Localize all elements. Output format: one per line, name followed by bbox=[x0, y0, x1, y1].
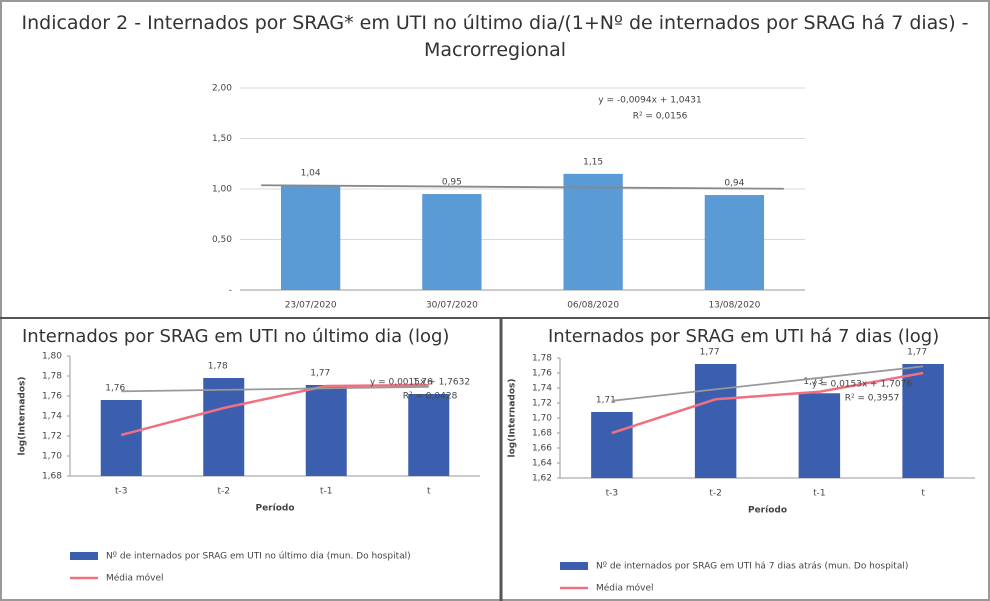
trendline bbox=[261, 184, 784, 190]
y-tick-label: 1,66 bbox=[532, 444, 552, 454]
y-tick-label: 1,68 bbox=[42, 472, 62, 482]
y-tick-label: 1,50 bbox=[212, 134, 232, 144]
legend-label: Média móvel bbox=[106, 573, 164, 584]
data-label: 1,76 bbox=[413, 378, 433, 388]
bar bbox=[902, 364, 944, 478]
bar bbox=[591, 412, 633, 478]
x-tick-label: 23/07/2020 bbox=[285, 301, 337, 311]
y-axis-label: log(Internados) bbox=[18, 376, 28, 455]
y-tick-label: 1,70 bbox=[42, 452, 62, 462]
data-label: 1,77 bbox=[700, 348, 720, 358]
bar bbox=[100, 400, 142, 476]
y-tick-label: 1,70 bbox=[532, 414, 552, 424]
y-tick-label: 1,64 bbox=[532, 459, 552, 469]
y-tick-label: 1,68 bbox=[532, 429, 552, 439]
trendline-r2: R² = 0,0428 bbox=[403, 392, 458, 402]
data-label: 1,76 bbox=[105, 384, 125, 394]
data-label: 1,77 bbox=[907, 348, 927, 358]
moving-average-line bbox=[611, 371, 924, 435]
y-tick-label: 2,00 bbox=[212, 84, 232, 94]
y-tick-label: 1,74 bbox=[532, 384, 552, 394]
trendline-equation: y = -0,0094x + 1,0431 bbox=[598, 96, 701, 106]
y-tick-label: - bbox=[229, 286, 232, 296]
data-label: 1,73 bbox=[803, 377, 823, 387]
legend-label: Média móvel bbox=[596, 583, 654, 594]
legend-swatch bbox=[560, 562, 588, 570]
x-axis-label: Período bbox=[255, 504, 294, 514]
data-label: 1,04 bbox=[301, 168, 321, 178]
trendline-equation: y = 0,0153x + 1,7076 bbox=[812, 380, 912, 390]
y-tick-label: 1,78 bbox=[532, 354, 552, 364]
data-label: 0,94 bbox=[724, 179, 744, 189]
x-axis-label: Período bbox=[748, 506, 787, 516]
data-label: 1,77 bbox=[310, 369, 330, 379]
chart-title: Indicador 2 - Internados por SRAG* em UT… bbox=[21, 12, 969, 61]
x-tick-label: t-1 bbox=[320, 487, 333, 497]
y-tick-label: 1,80 bbox=[42, 352, 62, 362]
moving-average-line bbox=[120, 383, 429, 437]
trendline-r2: R² = 0,0156 bbox=[633, 112, 688, 122]
chart-title: Internados por SRAG em UTI há 7 dias (lo… bbox=[548, 326, 940, 347]
y-tick-label: 1,76 bbox=[42, 392, 62, 402]
bar bbox=[798, 393, 841, 478]
y-tick-label: 1,62 bbox=[532, 474, 552, 484]
bar bbox=[422, 194, 482, 290]
x-tick-label: t-3 bbox=[115, 487, 128, 497]
y-tick-label: 1,74 bbox=[42, 412, 62, 422]
x-tick-label: 30/07/2020 bbox=[426, 301, 478, 311]
bar bbox=[280, 184, 341, 290]
chart-title: Internados por SRAG em UTI no último dia… bbox=[22, 326, 450, 347]
y-tick-label: 1,72 bbox=[42, 432, 62, 442]
data-label: 1,15 bbox=[583, 157, 603, 167]
y-tick-label: 1,78 bbox=[42, 372, 62, 382]
data-label: 1,78 bbox=[208, 362, 228, 372]
x-tick-label: 06/08/2020 bbox=[567, 301, 619, 311]
legend-label: Nº de internados por SRAG em UTI no últi… bbox=[106, 552, 411, 562]
y-tick-label: 1,00 bbox=[212, 185, 232, 195]
bar bbox=[694, 364, 737, 478]
x-tick-label: t bbox=[427, 487, 431, 497]
legend-swatch bbox=[70, 552, 98, 560]
x-tick-label: t-2 bbox=[217, 487, 230, 497]
bar bbox=[408, 394, 450, 476]
data-label: 0,95 bbox=[442, 178, 462, 188]
trendline-r2: R² = 0,3957 bbox=[845, 394, 900, 404]
bar bbox=[305, 385, 347, 476]
y-tick-label: 1,76 bbox=[532, 369, 552, 379]
trendline bbox=[611, 365, 924, 402]
legend-label: Nº de internados por SRAG em UTI há 7 di… bbox=[596, 562, 908, 572]
x-tick-label: 13/08/2020 bbox=[708, 301, 760, 311]
trendline-equation: y = 0,0015x + 1,7632 bbox=[370, 378, 470, 388]
bar bbox=[563, 173, 623, 290]
y-axis-label: log(Internados) bbox=[508, 378, 518, 457]
y-tick-label: 1,72 bbox=[532, 399, 552, 409]
x-tick-label: t-3 bbox=[606, 489, 619, 499]
x-tick-label: t bbox=[921, 489, 925, 499]
data-label: 1,71 bbox=[596, 396, 616, 406]
x-tick-label: t-2 bbox=[709, 489, 722, 499]
trendline bbox=[121, 385, 429, 393]
bar bbox=[203, 378, 245, 476]
y-tick-label: 0,50 bbox=[212, 235, 232, 245]
x-tick-label: t-1 bbox=[813, 489, 826, 499]
bar bbox=[704, 195, 765, 290]
